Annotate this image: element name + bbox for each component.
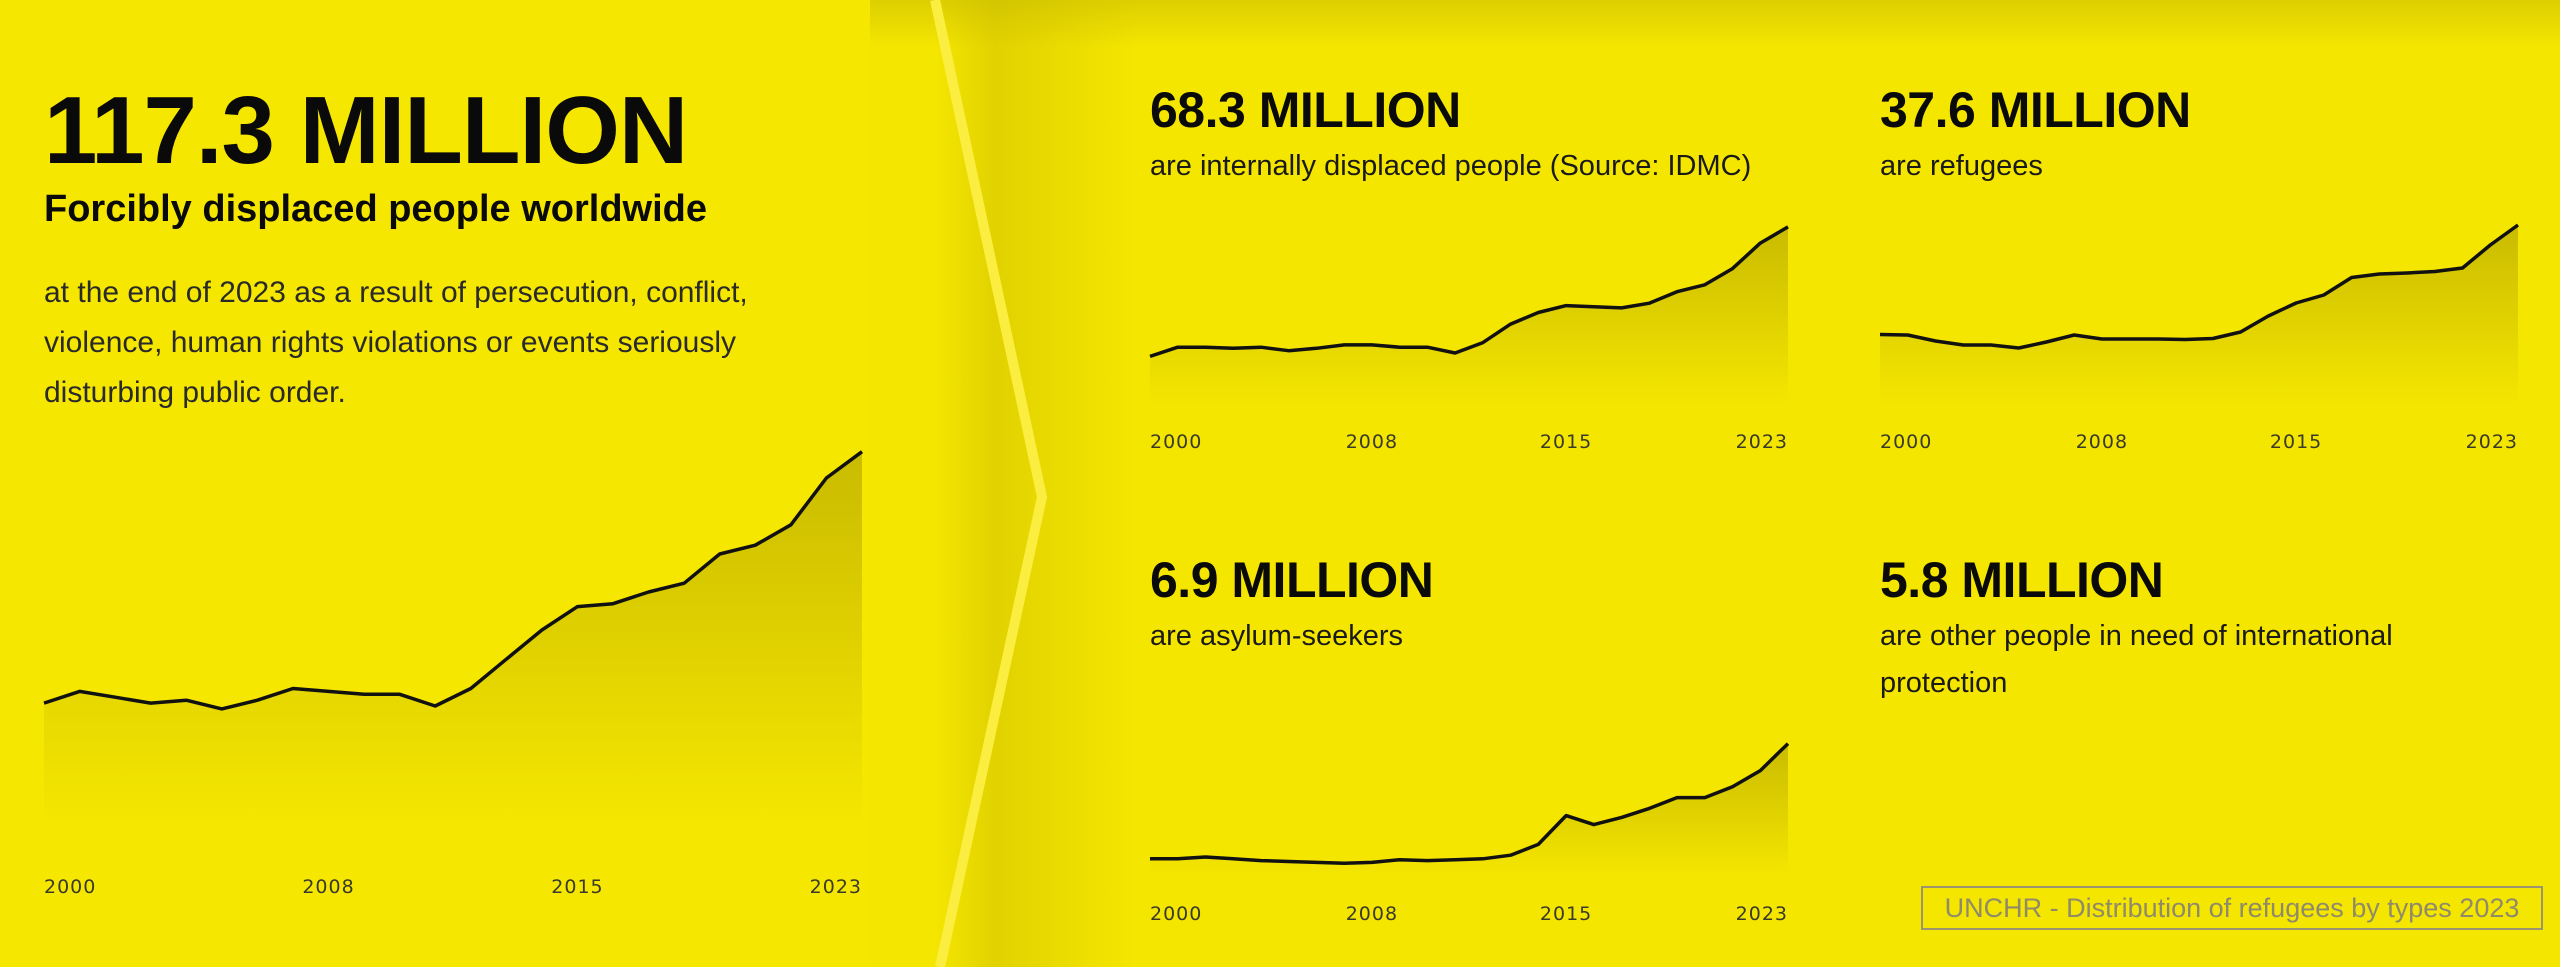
x-tick-label: 2000 xyxy=(1150,903,1202,925)
asylum-seekers-chart: 2000 2008 2015 2023 xyxy=(1150,742,1790,925)
x-tick-label: 2015 xyxy=(1540,903,1592,925)
x-tick-label: 2000 xyxy=(1880,431,1932,453)
x-tick-label: 2008 xyxy=(302,876,354,898)
other-protection-subtitle: are other people in need of internationa… xyxy=(1880,620,2393,699)
asylum-seekers-title: 6.9 MILLION xyxy=(1150,552,1434,608)
idp-subtitle: are internally displaced people (Source:… xyxy=(1150,150,1752,182)
x-tick-label: 2008 xyxy=(1346,431,1398,453)
source-caption: UNCHR - Distribution of refugees by type… xyxy=(1921,886,2543,930)
total-displaced-chart: 2000 2008 2015 2023 xyxy=(43,450,864,898)
x-tick-label: 2015 xyxy=(2270,431,2322,453)
x-tick-label: 2023 xyxy=(810,876,862,898)
other-protection-title: 5.8 MILLION xyxy=(1880,552,2164,608)
x-tick-label: 2000 xyxy=(1150,431,1202,453)
x-tick-label: 2023 xyxy=(2466,431,2518,453)
series-area xyxy=(1150,743,1788,875)
series-area xyxy=(1880,225,2518,405)
x-tick-label: 2015 xyxy=(1540,431,1592,453)
total-displaced-title: 117.3 MILLION xyxy=(44,77,688,184)
idp-chart: 2000 2008 2015 2023 xyxy=(1149,225,1789,453)
series-line xyxy=(1149,225,1789,359)
idp-title: 68.3 MILLION xyxy=(1150,82,1461,138)
series-line xyxy=(1879,223,2520,350)
series-line xyxy=(43,450,864,711)
x-tick-label: 2008 xyxy=(1346,903,1398,925)
series-area xyxy=(44,451,862,820)
refugees-chart: 2000 2008 2015 2023 xyxy=(1879,223,2520,453)
x-tick-label: 2008 xyxy=(2076,431,2128,453)
x-tick-label: 2023 xyxy=(1736,903,1788,925)
x-tick-label: 2015 xyxy=(551,876,603,898)
series-area xyxy=(1150,226,1788,405)
refugees-subtitle: are refugees xyxy=(1880,150,2043,182)
asylum-seekers-subtitle: are asylum-seekers xyxy=(1150,620,1404,652)
refugees-title: 37.6 MILLION xyxy=(1880,82,2191,138)
x-tick-label: 2023 xyxy=(1736,431,1788,453)
total-displaced-subtitle: Forcibly displaced people worldwide xyxy=(44,188,708,230)
x-tick-label: 2000 xyxy=(44,876,96,898)
series-line xyxy=(1150,742,1790,866)
total-displaced-description: at the end of 2023 as a result of persec… xyxy=(44,276,748,409)
